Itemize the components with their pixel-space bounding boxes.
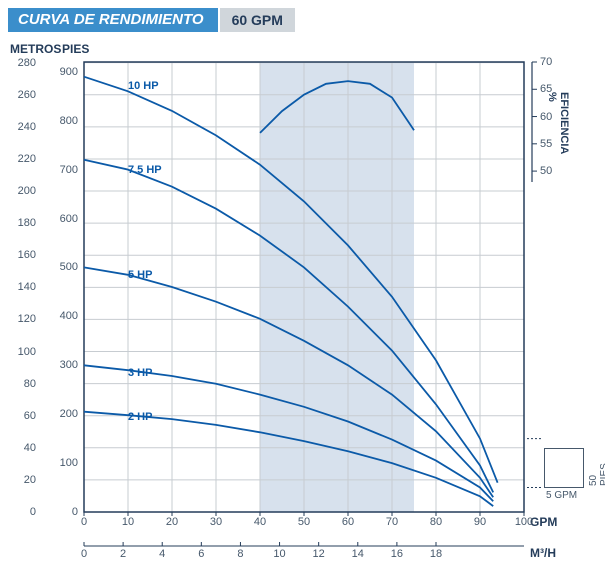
ytick-eff: 50 [540,165,560,177]
xtick-gpm: 50 [292,516,316,528]
xtick-m3h: 10 [270,548,290,560]
series-label: 7.5 HP [128,164,162,176]
ytick-eff: 70 [540,56,560,68]
ytick-pies: 600 [48,213,78,225]
xtick-m3h: 0 [74,548,94,560]
ytick-eff: 65 [540,83,560,95]
xtick-gpm: 100 [512,516,536,528]
series-label: 2 HP [128,411,152,423]
ytick-metros: 120 [8,313,36,325]
ytick-pies: 200 [48,408,78,420]
xtick-m3h: 12 [309,548,329,560]
ytick-metros: 180 [8,217,36,229]
xtick-m3h: 18 [426,548,446,560]
xtick-gpm: 30 [204,516,228,528]
series-label: 10 HP [128,80,159,92]
ytick-pies: 400 [48,310,78,322]
series-label: 5 HP [128,269,152,281]
ytick-metros: 260 [8,89,36,101]
xtick-gpm: 90 [468,516,492,528]
ytick-pies: 700 [48,164,78,176]
xtick-gpm: 0 [72,516,96,528]
xtick-gpm: 80 [424,516,448,528]
xtick-m3h: 2 [113,548,133,560]
xtick-m3h: 4 [152,548,172,560]
ytick-pies: 500 [48,261,78,273]
ytick-metros: 160 [8,249,36,261]
ytick-metros: 0 [8,506,36,518]
xtick-gpm: 70 [380,516,404,528]
ytick-pies: 900 [48,66,78,78]
xtick-gpm: 10 [116,516,140,528]
xtick-m3h: 6 [191,548,211,560]
ytick-pies: 800 [48,115,78,127]
xtick-gpm: 40 [248,516,272,528]
ytick-metros: 80 [8,378,36,390]
pump-performance-chart: { "title": {"main":"CURVA DE RENDIMIENTO… [0,0,605,576]
ytick-metros: 40 [8,442,36,454]
series-label: 3 HP [128,367,152,379]
ytick-metros: 140 [8,281,36,293]
ytick-eff: 60 [540,111,560,123]
ytick-metros: 200 [8,185,36,197]
ytick-eff: 55 [540,138,560,150]
ytick-metros: 60 [8,410,36,422]
ytick-pies: 100 [48,457,78,469]
ytick-metros: 240 [8,121,36,133]
chart-svg [0,0,605,576]
ytick-metros: 220 [8,153,36,165]
ytick-pies: 300 [48,359,78,371]
ytick-metros: 280 [8,57,36,69]
ytick-metros: 20 [8,474,36,486]
xtick-gpm: 60 [336,516,360,528]
xtick-m3h: 8 [230,548,250,560]
xtick-m3h: 16 [387,548,407,560]
xtick-gpm: 20 [160,516,184,528]
xtick-m3h: 14 [348,548,368,560]
ytick-metros: 100 [8,346,36,358]
